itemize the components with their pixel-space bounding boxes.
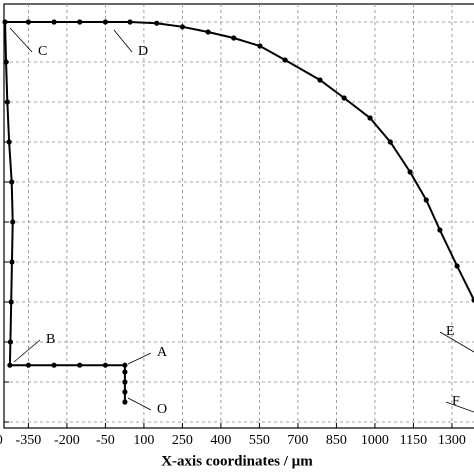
- data-point: [3, 59, 9, 65]
- data-point: [77, 362, 83, 368]
- data-point: [154, 20, 160, 26]
- data-point: [127, 19, 133, 25]
- data-point: [423, 197, 429, 203]
- data-point: [8, 299, 14, 305]
- data-point: [122, 369, 128, 375]
- annotation-label: E: [446, 324, 455, 339]
- data-point: [341, 95, 347, 101]
- annotation-label: F: [452, 394, 460, 409]
- x-axis-title: X-axis coordinates / µm: [161, 453, 313, 469]
- data-point: [367, 115, 373, 121]
- data-point: [407, 169, 413, 175]
- data-point: [122, 379, 128, 385]
- x-tick-label: 1300: [438, 433, 466, 448]
- data-point: [122, 399, 128, 405]
- x-tick-label: 1000: [361, 433, 389, 448]
- data-point: [25, 362, 31, 368]
- data-point: [4, 99, 10, 105]
- plot-frame: [3, 3, 474, 429]
- data-point: [77, 19, 83, 25]
- annotation-arrow: [127, 352, 152, 365]
- annotation-arrow: [13, 339, 41, 363]
- data-point: [387, 139, 393, 145]
- data-point: [2, 19, 8, 25]
- data-point: [317, 77, 323, 83]
- x-tick-label: 850: [326, 433, 347, 448]
- data-point: [51, 19, 57, 25]
- data-point: [437, 227, 443, 233]
- annotation-label: A: [157, 345, 168, 360]
- annotation-arrow: [445, 401, 474, 413]
- x-tick-label: 1150: [400, 433, 427, 448]
- data-point: [51, 362, 57, 368]
- annotation-arrow: [113, 29, 133, 53]
- data-point: [122, 362, 128, 368]
- x-tick-label: -500: [0, 433, 3, 448]
- x-tick-label: 250: [172, 433, 193, 448]
- x-tick-label: -200: [54, 433, 80, 448]
- x-tick-label: -50: [96, 433, 115, 448]
- data-point: [205, 29, 211, 35]
- data-point: [122, 389, 128, 395]
- data-point: [231, 35, 237, 41]
- x-tick-label: 100: [133, 433, 154, 448]
- data-point: [9, 179, 15, 185]
- x-tick-label: -350: [16, 433, 42, 448]
- annotation-arrow: [439, 331, 474, 353]
- data-point: [7, 362, 13, 368]
- data-point: [10, 219, 16, 225]
- data-line: [4, 21, 474, 402]
- annotation-label: O: [157, 402, 167, 417]
- data-point: [6, 139, 12, 145]
- data-point: [102, 19, 108, 25]
- data-point: [25, 19, 31, 25]
- data-point: [471, 297, 474, 303]
- data-point: [179, 24, 186, 30]
- annotation-arrow: [9, 27, 33, 53]
- x-tick-label: 550: [249, 433, 270, 448]
- annotation-label: D: [138, 44, 148, 59]
- annotation-label: C: [38, 44, 47, 59]
- data-point: [102, 362, 108, 368]
- annotation-label: B: [46, 332, 55, 347]
- data-point: [282, 57, 288, 63]
- x-tick-label: 700: [287, 433, 308, 448]
- annotation-arrow: [127, 397, 152, 411]
- x-tick-label: 400: [210, 433, 231, 448]
- data-point: [454, 263, 460, 269]
- data-point: [257, 43, 263, 49]
- data-point: [7, 339, 14, 345]
- data-point: [9, 259, 15, 265]
